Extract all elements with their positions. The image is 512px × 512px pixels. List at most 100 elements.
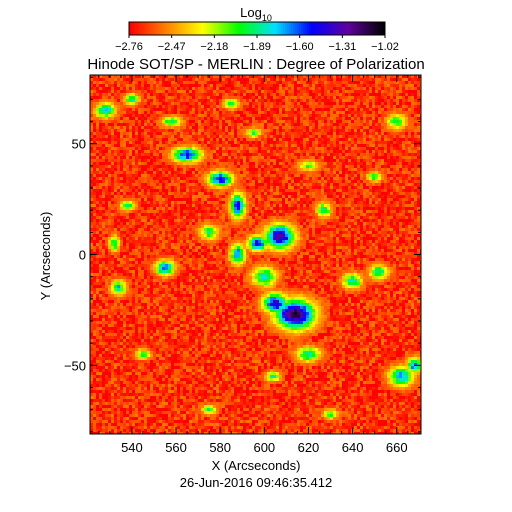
colorbar-swatch [133,22,136,35]
colorbar-swatch [155,22,158,35]
colorbar-swatch [305,22,308,35]
colorbar-swatch [381,22,384,35]
colorbar-tick-labels: −2.76 −2.47 −2.18 −1.89 −1.60 −1.31 −1.02 [115,35,399,53]
colorbar-swatch [329,22,332,35]
colorbar-swatch [151,22,154,35]
colorbar-swatch [335,22,338,35]
colorbar-swatch [353,22,356,35]
colorbar-swatch [273,22,276,35]
colorbar-swatch [357,22,360,35]
colorbar-swatch [295,22,298,35]
colorbar-swatch [323,22,326,35]
colorbar-swatch [301,22,304,35]
colorbar-swatch [315,22,318,35]
y-tick-label: −50 [64,358,86,373]
colorbar-swatch [259,22,262,35]
colorbar-swatch [149,22,152,35]
colorbar-tick-label: −1.31 [328,41,356,53]
x-tick-label: 580 [209,440,231,455]
colorbar-swatch [297,22,300,35]
colorbar-swatch [165,22,168,35]
heatmap-image [90,75,421,434]
colorbar-swatch [215,22,218,35]
colorbar-swatch [211,22,214,35]
colorbar-swatch [163,22,166,35]
colorbar-swatch [143,22,146,35]
colorbar-swatch [263,22,266,35]
colorbar-swatch [303,22,306,35]
colorbar-swatch [327,22,330,35]
colorbar-swatch [201,22,204,35]
colorbar-swatch [199,22,202,35]
colorbar-swatch [195,22,198,35]
x-tick-label: 560 [165,440,187,455]
colorbar-swatch [265,22,268,35]
colorbar-swatch [377,22,380,35]
x-axis: 540 560 580 600 620 640 660 [98,75,420,455]
colorbar-swatch [331,22,334,35]
x-tick-label: 600 [253,440,275,455]
colorbar-swatch [369,22,372,35]
colorbar-tick-label: −2.18 [200,41,228,53]
colorbar-swatch [179,22,182,35]
colorbar-swatch [207,22,210,35]
colorbar-swatch [231,22,234,35]
colorbar-swatch [225,22,228,35]
colorbar-swatch [141,22,144,35]
colorbar-swatch [283,22,286,35]
colorbar-swatch [177,22,180,35]
colorbar-swatch [159,22,162,35]
colorbar-tick-label: −2.47 [158,41,186,53]
colorbar-swatch [241,22,244,35]
colorbar-swatch [157,22,160,35]
colorbar-swatch [129,22,132,35]
colorbar-swatch [193,22,196,35]
colorbar-swatch [183,22,186,35]
y-axis-label: Y (Arcseconds) [38,212,53,301]
colorbar-tick-label: −2.76 [115,41,143,53]
colorbar-swatch [361,22,364,35]
colorbar-swatch [171,22,174,35]
colorbar-swatch [299,22,302,35]
colorbar-swatch [153,22,156,35]
colorbar-swatch [237,22,240,35]
colorbar-swatch [255,22,258,35]
colorbar-swatch [341,22,344,35]
colorbar-swatch [173,22,176,35]
colorbar [129,22,386,35]
colorbar-swatch [319,22,322,35]
colorbar-swatch [311,22,314,35]
colorbar-swatch [167,22,170,35]
colorbar-swatch [175,22,178,35]
colorbar-swatch [317,22,320,35]
colorbar-swatch [249,22,252,35]
colorbar-swatch [275,22,278,35]
colorbar-swatch [189,22,192,35]
colorbar-swatch [287,22,290,35]
colorbar-swatch [147,22,150,35]
colorbar-swatch [217,22,220,35]
colorbar-swatch [313,22,316,35]
colorbar-swatch [219,22,222,35]
colorbar-swatch [293,22,296,35]
colorbar-swatch [213,22,216,35]
colorbar-swatch [245,22,248,35]
colorbar-swatch [365,22,368,35]
x-tick-label: 660 [386,440,408,455]
colorbar-swatch [209,22,212,35]
colorbar-tick-label: −1.89 [243,41,271,53]
colorbar-swatch [197,22,200,35]
colorbar-swatch [181,22,184,35]
colorbar-swatch [375,22,378,35]
colorbar-tick-label: −1.02 [371,41,399,53]
colorbar-swatch [247,22,250,35]
colorbar-swatch [191,22,194,35]
colorbar-swatch [371,22,374,35]
colorbar-swatch [349,22,352,35]
colorbar-swatch [139,22,142,35]
colorbar-swatch [339,22,342,35]
x-axis-label: X (Arcseconds) [212,458,301,473]
colorbar-swatch [291,22,294,35]
colorbar-swatch [309,22,312,35]
